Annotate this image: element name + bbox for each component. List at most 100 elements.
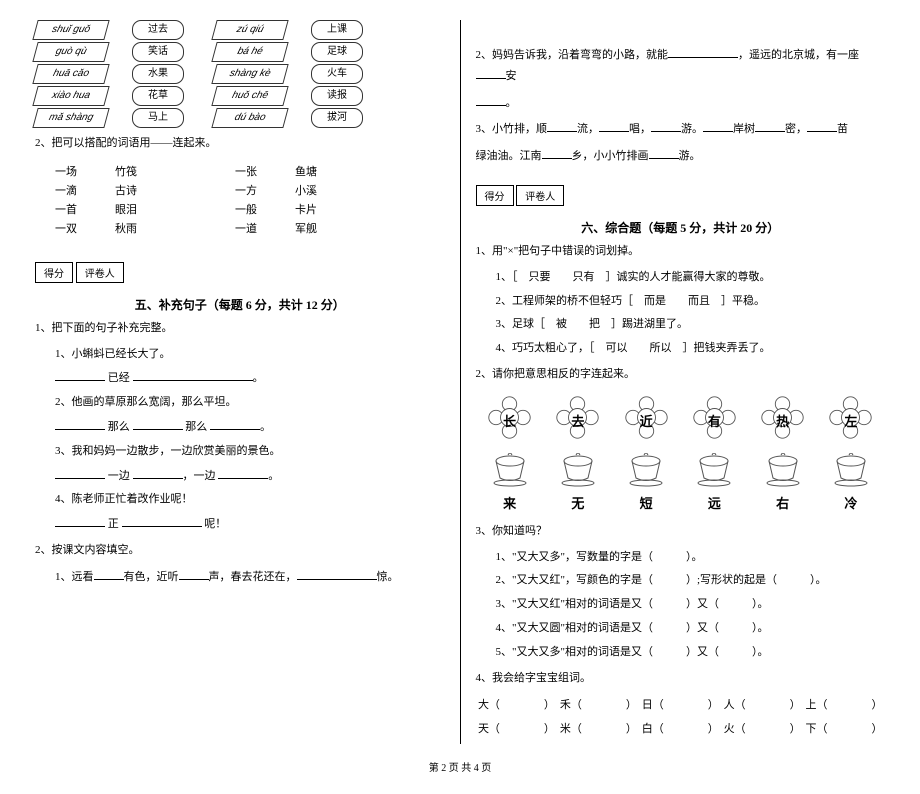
pinyin-box: dú bào bbox=[211, 108, 288, 128]
cup-char: 来 bbox=[490, 493, 530, 512]
grader-label: 评卷人 bbox=[76, 262, 124, 283]
word-box: 读报 bbox=[311, 86, 363, 106]
pinyin-box: guò qù bbox=[32, 42, 109, 62]
section-5-title: 五、补充句子（每题 6 分，共计 12 分） bbox=[35, 296, 445, 313]
match-word: 一方 bbox=[235, 182, 295, 198]
match-word: 古诗 bbox=[115, 182, 175, 198]
text: 惊。 bbox=[377, 571, 399, 583]
match-word: 一双 bbox=[55, 220, 115, 236]
match-word: 竹筏 bbox=[115, 163, 175, 179]
char: 人（ ） bbox=[724, 696, 801, 712]
flower-char: 去 bbox=[555, 411, 600, 430]
cup-char: 短 bbox=[626, 493, 666, 512]
match-word: 小溪 bbox=[295, 182, 355, 198]
pinyin-box: huā cǎo bbox=[32, 64, 109, 84]
text: 密， bbox=[785, 123, 807, 135]
match-word: 鱼塘 bbox=[295, 163, 355, 179]
fill-text: 呢！ bbox=[204, 518, 226, 530]
fill-text: 已经 bbox=[108, 372, 130, 384]
grader-label: 评卷人 bbox=[516, 185, 564, 206]
text: 有色，近听 bbox=[124, 571, 179, 583]
q6-3: 3、你知道吗？ bbox=[476, 522, 886, 542]
text: 流， bbox=[577, 123, 599, 135]
text: 绿油油。江南 bbox=[476, 150, 542, 162]
sec6-item: 2、工程师架的桥不但轻巧［ 而是 而且 ］平稳。 bbox=[496, 292, 886, 312]
pinyin-box: mǎ shàng bbox=[32, 108, 109, 128]
sec6-item: 1、［ 只要 只有 ］诚实的人才能赢得大家的尊敬。 bbox=[496, 268, 886, 288]
sub-3: 3、我和妈妈一边散步，一边欣赏美丽的景色。 bbox=[55, 442, 445, 462]
q3-item: 3、"又大又红"相对的词语是又（ ）又（ ）。 bbox=[496, 595, 886, 615]
sub-2: 2、他画的草原那么宽阔，那么平坦。 bbox=[55, 393, 445, 413]
match-word: 一般 bbox=[235, 201, 295, 217]
match-word: 秋雨 bbox=[115, 220, 175, 236]
char: 禾（ ） bbox=[560, 696, 637, 712]
word-box: 足球 bbox=[311, 42, 363, 62]
word-box: 马上 bbox=[132, 108, 184, 128]
q6-1: 1、用"×"把句子中错误的词划掉。 bbox=[476, 242, 886, 262]
cup-icon bbox=[763, 453, 803, 488]
match-word: 一张 bbox=[235, 163, 295, 179]
text: 唱， bbox=[629, 123, 651, 135]
cup-icon bbox=[490, 453, 530, 488]
match-word: 军舰 bbox=[295, 220, 355, 236]
flower-char: 近 bbox=[624, 411, 669, 430]
text: 3、小竹排，顺 bbox=[476, 123, 548, 135]
word-box: 花草 bbox=[132, 86, 184, 106]
q6-2: 2、请你把意思相反的字连起来。 bbox=[476, 365, 886, 385]
cup-char: 右 bbox=[763, 493, 803, 512]
cup-char: 远 bbox=[694, 493, 734, 512]
sec6-item: 4、巧巧太粗心了，［ 可以 所以 ］把钱夹弄丢了。 bbox=[496, 339, 886, 359]
fill-text: 那么 bbox=[108, 421, 130, 433]
cup-icon bbox=[626, 453, 666, 488]
pinyin-box: bá hé bbox=[211, 42, 288, 62]
word-box: 水果 bbox=[132, 64, 184, 84]
match-word: 卡片 bbox=[295, 201, 355, 217]
sub-1: 1、小蝌蚪已经长大了。 bbox=[55, 345, 445, 365]
text: 1、远看 bbox=[55, 571, 94, 583]
match-word: 一首 bbox=[55, 201, 115, 217]
cup-icon bbox=[694, 453, 734, 488]
fill-text: 那么 bbox=[185, 421, 207, 433]
match-word: 一场 bbox=[55, 163, 115, 179]
score-label: 得分 bbox=[35, 262, 73, 283]
flower-char: 有 bbox=[692, 411, 737, 430]
text: 岸树 bbox=[733, 123, 755, 135]
char: 米（ ） bbox=[560, 720, 637, 736]
flower-char: 热 bbox=[760, 411, 805, 430]
score-label: 得分 bbox=[476, 185, 514, 206]
q3-item: 4、"又大又圆"相对的词语是又（ ）又（ ）。 bbox=[496, 619, 886, 639]
text: 声，春去花还在， bbox=[209, 571, 297, 583]
q3-item: 5、"又大又多"相对的词语是又（ ）又（ ）。 bbox=[496, 643, 886, 663]
text: 苗 bbox=[837, 123, 848, 135]
char: 白（ ） bbox=[642, 720, 719, 736]
fill-text: ，一边 bbox=[183, 470, 216, 482]
q5-2: 2、按课文内容填空。 bbox=[35, 541, 445, 561]
text: 乡，小小竹排画 bbox=[572, 150, 649, 162]
flower-char: 长 bbox=[487, 411, 532, 430]
cup-icon bbox=[558, 453, 598, 488]
char: 上（ ） bbox=[806, 696, 883, 712]
match-word: 一道 bbox=[235, 220, 295, 236]
char: 下（ ） bbox=[806, 720, 883, 736]
pinyin-box: shàng kè bbox=[211, 64, 288, 84]
text: 安 bbox=[506, 70, 517, 82]
word-box: 上课 bbox=[311, 20, 363, 40]
q3-item: 2、"又大又红"，写颜色的字是（ ）;写形状的起是（ ）。 bbox=[496, 571, 886, 591]
word-box: 火车 bbox=[311, 64, 363, 84]
word-box: 拔河 bbox=[311, 108, 363, 128]
text: 游。 bbox=[679, 150, 701, 162]
char: 大（ ） bbox=[478, 696, 555, 712]
cup-icon bbox=[831, 453, 871, 488]
text: 游。 bbox=[681, 123, 703, 135]
sec6-item: 3、足球［ 被 把 ］踢进湖里了。 bbox=[496, 315, 886, 335]
pinyin-box: xiào hua bbox=[32, 86, 109, 106]
sub-4: 4、陈老师正忙着改作业呢！ bbox=[55, 490, 445, 510]
q3-item: 1、"又大又多"，写数量的字是（ ）。 bbox=[496, 548, 886, 568]
match-question: 2、把可以搭配的词语用——连起来。 bbox=[35, 134, 445, 154]
char: 日（ ） bbox=[642, 696, 719, 712]
fill-text: 正 bbox=[108, 518, 119, 530]
char: 天（ ） bbox=[478, 720, 555, 736]
pinyin-box: huǒ chē bbox=[211, 86, 288, 106]
word-box: 过去 bbox=[132, 20, 184, 40]
text: ，遥远的北京城，有一座 bbox=[738, 49, 859, 61]
